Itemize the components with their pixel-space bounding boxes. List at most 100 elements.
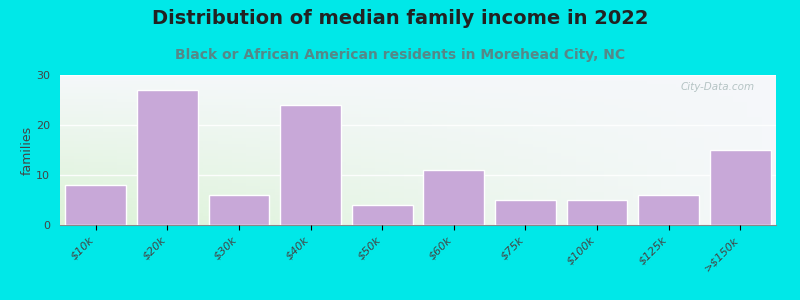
Bar — [103, 195, 118, 198]
Bar — [303, 198, 318, 201]
Bar — [146, 111, 160, 114]
Bar — [103, 216, 118, 219]
Bar — [103, 186, 118, 189]
Bar — [762, 177, 776, 180]
Bar — [604, 111, 618, 114]
Bar — [647, 108, 662, 111]
Bar — [633, 222, 647, 225]
Bar — [647, 114, 662, 117]
Bar — [461, 135, 475, 138]
Bar — [705, 183, 718, 186]
Bar — [633, 207, 647, 210]
Bar — [118, 81, 132, 84]
Bar — [461, 222, 475, 225]
Bar — [418, 177, 432, 180]
Bar — [118, 219, 132, 222]
Bar — [718, 81, 733, 84]
Bar — [218, 177, 232, 180]
Bar — [261, 189, 275, 192]
Bar — [633, 102, 647, 105]
Bar — [747, 174, 762, 177]
Bar — [690, 78, 705, 81]
Bar — [747, 171, 762, 174]
Bar — [747, 87, 762, 90]
Bar — [132, 99, 146, 102]
Bar — [404, 81, 418, 84]
Bar — [375, 138, 390, 141]
Bar — [676, 204, 690, 207]
Bar — [318, 159, 332, 162]
Bar — [375, 93, 390, 96]
Bar — [303, 159, 318, 162]
Bar — [562, 105, 575, 108]
Bar — [705, 111, 718, 114]
Bar — [762, 189, 776, 192]
Bar — [232, 138, 246, 141]
Bar — [60, 105, 74, 108]
Bar — [676, 75, 690, 78]
Bar — [275, 93, 289, 96]
Bar — [562, 108, 575, 111]
Bar — [232, 117, 246, 120]
Bar — [461, 207, 475, 210]
Bar — [690, 216, 705, 219]
Bar — [618, 222, 633, 225]
Bar — [604, 138, 618, 141]
Bar — [261, 174, 275, 177]
Bar — [118, 78, 132, 81]
Bar — [303, 177, 318, 180]
Bar — [575, 162, 590, 165]
Bar — [218, 108, 232, 111]
Bar — [604, 114, 618, 117]
Bar — [676, 192, 690, 195]
Bar — [103, 192, 118, 195]
Bar — [475, 171, 490, 174]
Bar — [318, 102, 332, 105]
Bar — [375, 81, 390, 84]
Bar — [475, 78, 490, 81]
Bar — [604, 123, 618, 126]
Bar — [418, 165, 432, 168]
Text: Black or African American residents in Morehead City, NC: Black or African American residents in M… — [175, 48, 625, 62]
Bar — [446, 75, 461, 78]
Bar — [618, 111, 633, 114]
Bar — [718, 108, 733, 111]
Bar — [662, 189, 676, 192]
Bar — [705, 165, 718, 168]
Bar — [332, 138, 346, 141]
Bar — [375, 147, 390, 150]
Bar — [690, 198, 705, 201]
Bar — [432, 114, 446, 117]
Bar — [518, 135, 533, 138]
Bar — [361, 147, 375, 150]
Bar — [232, 180, 246, 183]
Bar — [446, 96, 461, 99]
Bar — [676, 198, 690, 201]
Bar — [676, 210, 690, 213]
Bar — [547, 219, 562, 222]
Bar — [490, 168, 504, 171]
Bar — [490, 183, 504, 186]
Bar — [89, 96, 103, 99]
Bar — [146, 141, 160, 144]
Bar — [174, 165, 189, 168]
Bar — [289, 141, 303, 144]
Bar — [132, 153, 146, 156]
Bar — [747, 183, 762, 186]
Bar — [218, 81, 232, 84]
Bar — [174, 186, 189, 189]
Bar — [662, 213, 676, 216]
Bar — [275, 201, 289, 204]
Bar — [432, 189, 446, 192]
Bar — [604, 150, 618, 153]
Bar — [218, 219, 232, 222]
Bar — [575, 222, 590, 225]
Bar — [375, 135, 390, 138]
Bar — [690, 144, 705, 147]
Bar — [275, 117, 289, 120]
Bar — [418, 162, 432, 165]
Bar — [218, 147, 232, 150]
Bar — [762, 162, 776, 165]
Bar — [103, 210, 118, 213]
Bar — [132, 162, 146, 165]
